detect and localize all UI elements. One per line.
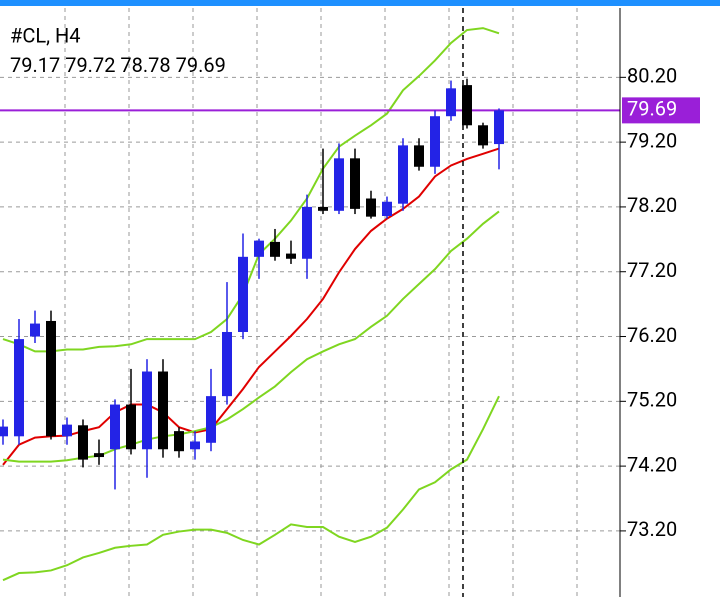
plot-area [0,8,620,597]
candle-body [462,85,472,126]
candle-body [430,116,440,167]
candle-body [94,453,104,458]
candle-body [158,371,168,450]
candle-body [238,256,248,332]
candle-body [302,206,312,259]
candle-body [46,320,56,437]
window-frame [0,0,720,6]
y-tick-label: 79.20 [627,128,677,152]
y-tick-label: 73.20 [627,517,677,541]
current-price-label: 79.69 [627,97,677,121]
y-tick-label: 75.20 [627,388,677,412]
low-value: 78.78 [120,53,170,77]
candle-body [190,441,200,450]
candle-body [318,206,328,211]
candle-body [414,145,424,167]
candle-body [382,201,392,216]
y-tick-label: 76.20 [627,323,677,347]
close-value: 79.69 [176,53,226,77]
candle-body [334,158,344,211]
candle-body [478,125,488,146]
indicator-line [2,27,500,353]
candle-body [254,240,264,257]
price-axis: 73.20 74.20 75.20 76.20 77.20 78.20 79.20 80.20… [619,8,700,597]
candle-body [0,426,8,437]
candle-body [110,404,120,450]
y-tick-label: 80.20 [627,64,677,88]
candle-body [126,404,136,450]
candle-body [494,110,504,145]
candle-body [78,425,88,460]
current-price-box [622,97,700,124]
candle-body [286,253,296,259]
candle-body [366,198,376,217]
chart-title: #CL, H4 [10,23,81,47]
candle-body [14,339,24,437]
y-tick-label: 77.20 [627,258,677,282]
high-value: 79.72 [65,53,115,77]
candle-body [270,241,280,257]
candle-body [398,145,408,204]
ohlc-readout: 79.17 79.72 78.78 79.69 [10,53,226,77]
y-tick-label: 78.20 [627,193,677,217]
candle-body [222,331,232,397]
candle-body [30,323,40,337]
candle-body [350,158,360,209]
indicator-line [2,395,500,582]
candle-body [142,371,152,450]
candle-body [446,88,456,117]
candle-body [206,396,216,443]
open-value: 79.17 [10,53,60,77]
candle-body [174,431,184,452]
y-tick-label: 74.20 [627,452,677,476]
candle-body [62,424,72,437]
